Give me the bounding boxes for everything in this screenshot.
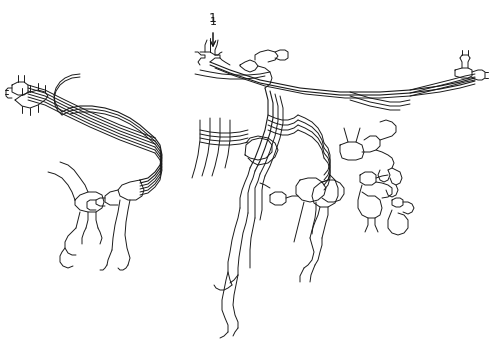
- Text: 1: 1: [210, 17, 217, 27]
- Text: 1: 1: [209, 12, 217, 24]
